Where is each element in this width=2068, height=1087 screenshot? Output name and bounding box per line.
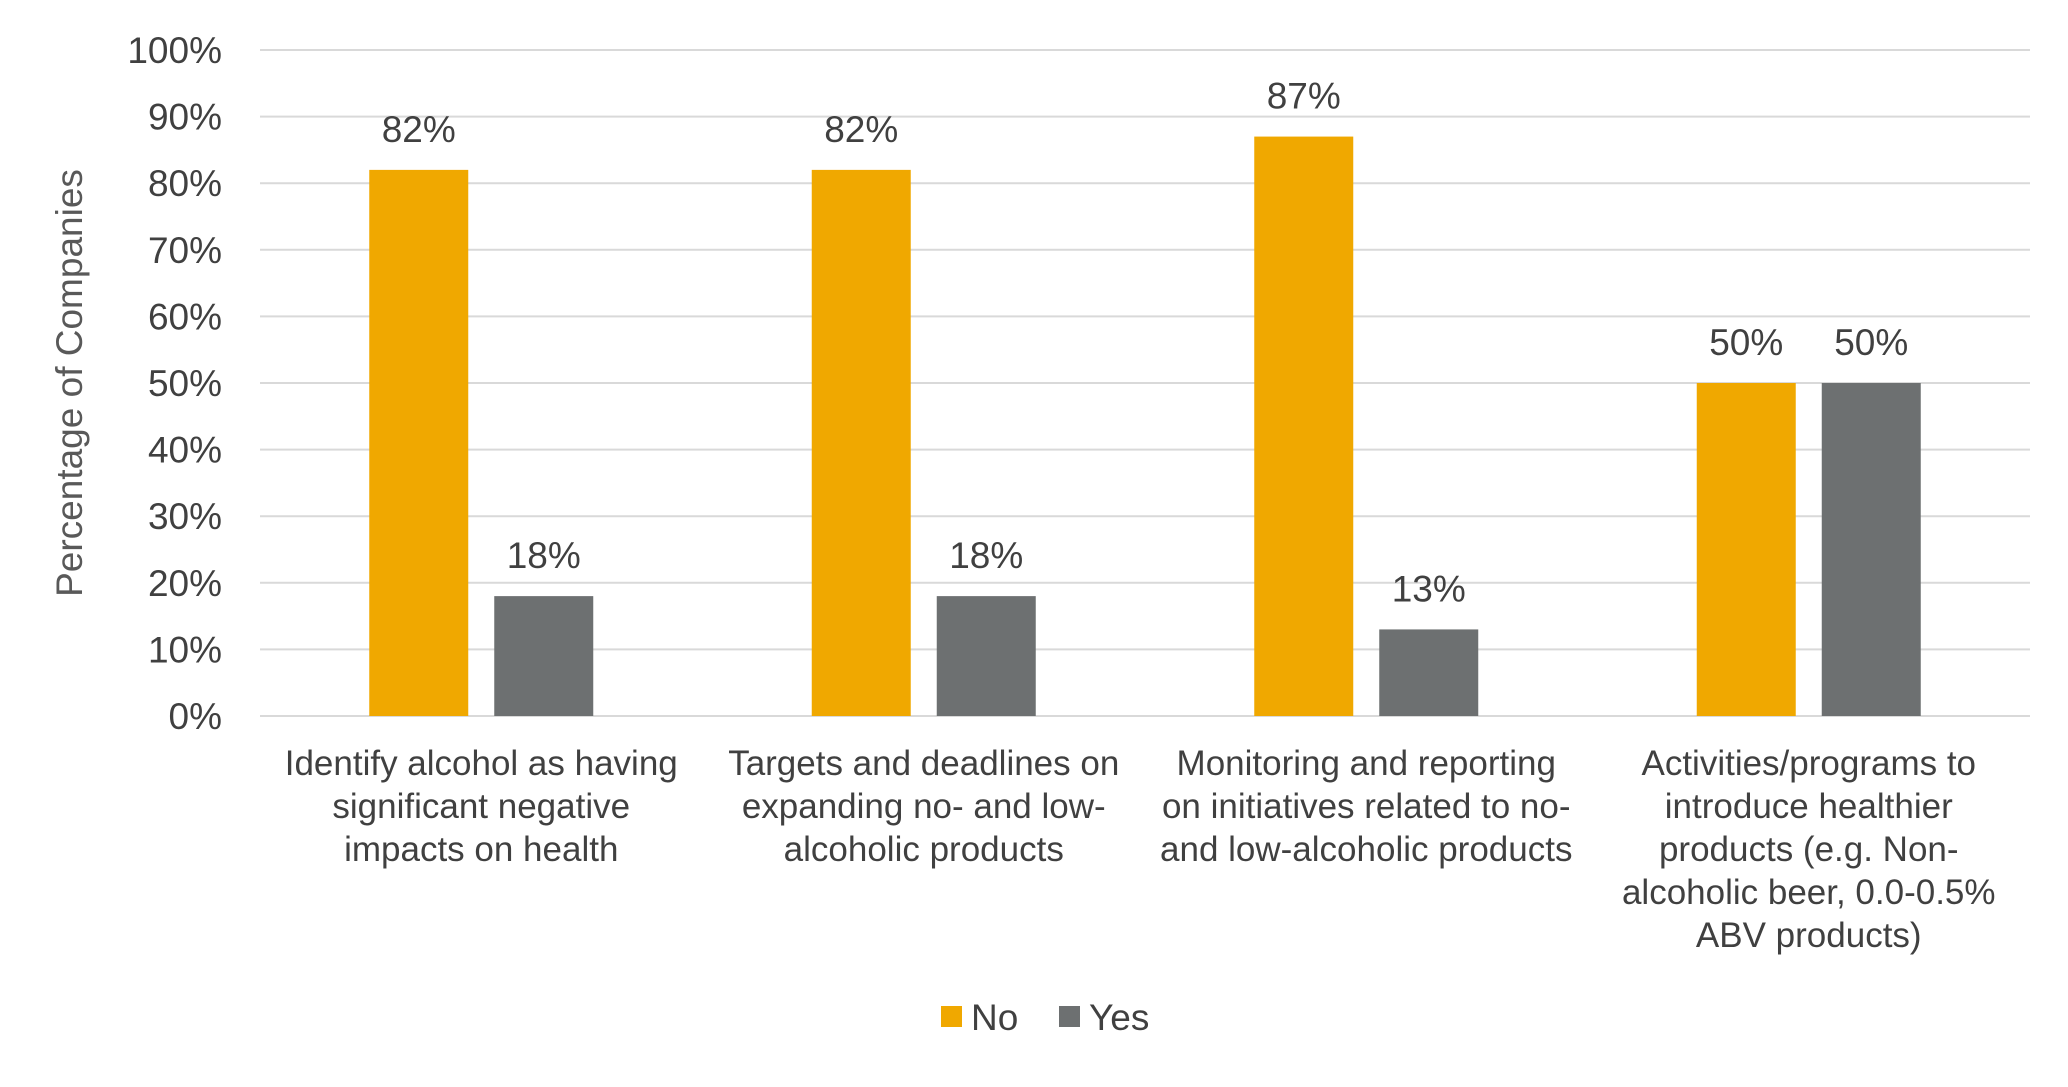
legend-swatch-no bbox=[941, 1006, 962, 1027]
data-label-yes-1: 18% bbox=[507, 535, 581, 576]
y-tick-label: 90% bbox=[148, 97, 222, 138]
category-label-line: introduce healthier bbox=[1665, 787, 1953, 826]
y-tick-label: 30% bbox=[148, 496, 222, 537]
bar-no-3 bbox=[1254, 136, 1354, 716]
data-label-yes-4: 50% bbox=[1834, 322, 1908, 363]
y-tick-label: 80% bbox=[148, 163, 222, 204]
bar-no-2 bbox=[811, 169, 911, 716]
legend: No Yes bbox=[941, 997, 1149, 1038]
category-label-line: products (e.g. Non- bbox=[1659, 830, 1959, 869]
data-label-no-1: 82% bbox=[382, 109, 456, 150]
data-labels: 82% 18% 82% 18% 87% 13% 50% 50% bbox=[382, 76, 1909, 610]
data-label-yes-3: 13% bbox=[1392, 568, 1466, 609]
data-label-yes-2: 18% bbox=[949, 535, 1023, 576]
category-label-line: on initiatives related to no- bbox=[1162, 787, 1571, 826]
category-label-line: alcoholic beer, 0.0-0.5% bbox=[1622, 873, 1996, 912]
category-label-line: Identify alcohol as having bbox=[285, 744, 678, 783]
y-axis-title: Percentage of Companies bbox=[49, 169, 90, 597]
bar-yes-2 bbox=[936, 596, 1036, 716]
bar-yes-4 bbox=[1821, 383, 1921, 716]
y-tick-label: 40% bbox=[148, 430, 222, 471]
y-tick-label: 70% bbox=[148, 230, 222, 271]
bar-yes-1 bbox=[494, 596, 594, 716]
category-label-line: alcoholic products bbox=[784, 830, 1064, 869]
y-tick-label: 10% bbox=[148, 629, 222, 670]
bars bbox=[369, 136, 1921, 716]
y-tick-label: 100% bbox=[127, 30, 222, 71]
category-label-line: expanding no- and low- bbox=[742, 787, 1106, 826]
category-label-line: impacts on health bbox=[344, 830, 618, 869]
category-label-line: ABV products) bbox=[1696, 916, 1922, 955]
y-tick-label: 50% bbox=[148, 363, 222, 404]
y-axis-ticks: 0% 10% 20% 30% 40% 50% 60% 70% 80% 90% 100% bbox=[127, 30, 222, 737]
category-label-line: and low-alcoholic products bbox=[1160, 830, 1572, 869]
bar-yes-3 bbox=[1379, 629, 1479, 716]
category-label-3: Monitoring and reporting on initiatives r… bbox=[1160, 744, 1572, 869]
y-tick-label: 0% bbox=[169, 696, 222, 737]
data-label-no-3: 87% bbox=[1267, 76, 1341, 117]
bar-no-1 bbox=[369, 169, 469, 716]
category-labels: Identify alcohol as having significant ne… bbox=[285, 744, 1996, 955]
data-label-no-4: 50% bbox=[1709, 322, 1783, 363]
bar-no-4 bbox=[1696, 383, 1796, 716]
category-label-2: Targets and deadlines on expanding no- an… bbox=[728, 744, 1119, 869]
legend-label-no: No bbox=[971, 997, 1018, 1038]
legend-swatch-yes bbox=[1059, 1006, 1080, 1027]
category-label-1: Identify alcohol as having significant ne… bbox=[285, 744, 678, 869]
category-label-line: Monitoring and reporting bbox=[1177, 744, 1556, 783]
category-label-line: Targets and deadlines on bbox=[728, 744, 1119, 783]
category-label-4: Activities/programs to introduce healthie… bbox=[1622, 744, 1996, 955]
y-tick-label: 20% bbox=[148, 563, 222, 604]
data-label-no-2: 82% bbox=[824, 109, 898, 150]
category-label-line: significant negative bbox=[332, 787, 630, 826]
legend-label-yes: Yes bbox=[1089, 997, 1149, 1038]
y-tick-label: 60% bbox=[148, 296, 222, 337]
category-label-line: Activities/programs to bbox=[1641, 744, 1976, 783]
